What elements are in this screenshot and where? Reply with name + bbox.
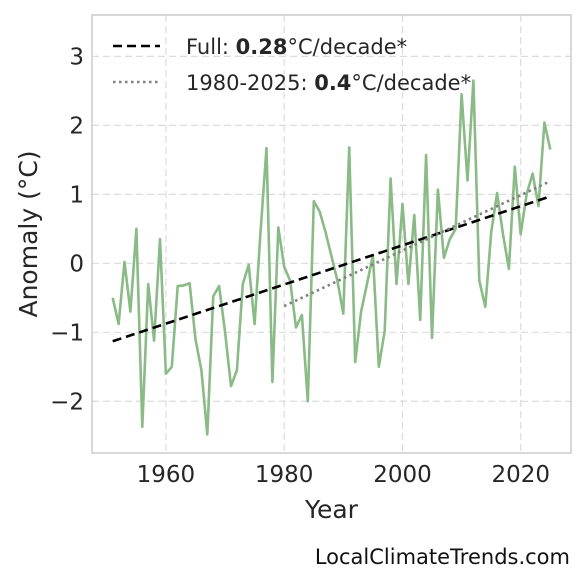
y-tick-label: 1 <box>69 182 84 208</box>
y-axis-ticks: −2 −1 0 1 2 3 <box>50 44 84 415</box>
x-tick-label: 2000 <box>373 462 432 488</box>
watermark: LocalClimateTrends.com <box>314 545 570 569</box>
recent-trend-line <box>283 180 551 308</box>
x-tick-label: 1980 <box>255 462 314 488</box>
x-axis-title: Year <box>304 495 359 524</box>
legend-recent-label: 1980-2025: 0.4°C/decade* <box>186 71 471 95</box>
y-axis-title: Anomaly (°C) <box>14 150 43 317</box>
plot-frame <box>91 14 572 454</box>
x-tick-label: 2020 <box>491 462 550 488</box>
legend-recent-prefix: 1980-2025: <box>186 71 314 95</box>
legend-full-value: 0.28 <box>236 35 288 59</box>
full-trend-line <box>112 195 551 343</box>
legend-full-prefix: Full: <box>186 35 236 59</box>
anomaly-series-line <box>111 79 552 436</box>
legend-recent-suffix: °C/decade* <box>351 71 471 95</box>
legend-recent-value: 0.4 <box>314 71 351 95</box>
x-tick-label: 1960 <box>137 462 196 488</box>
legend-full-label: Full: 0.28°C/decade* <box>186 35 407 59</box>
x-axis-ticks: 1960 1980 2000 2020 <box>137 462 550 488</box>
legend-full-suffix: °C/decade* <box>288 35 408 59</box>
y-tick-label: 0 <box>69 251 84 277</box>
y-tick-label: −2 <box>50 389 84 415</box>
grid <box>92 15 571 453</box>
y-tick-label: 2 <box>69 113 84 139</box>
legend: Full: 0.28°C/decade* 1980-2025: 0.4°C/de… <box>113 35 471 95</box>
y-tick-label: 3 <box>69 44 84 70</box>
series-layer <box>111 79 552 436</box>
y-tick-label: −1 <box>50 320 84 346</box>
